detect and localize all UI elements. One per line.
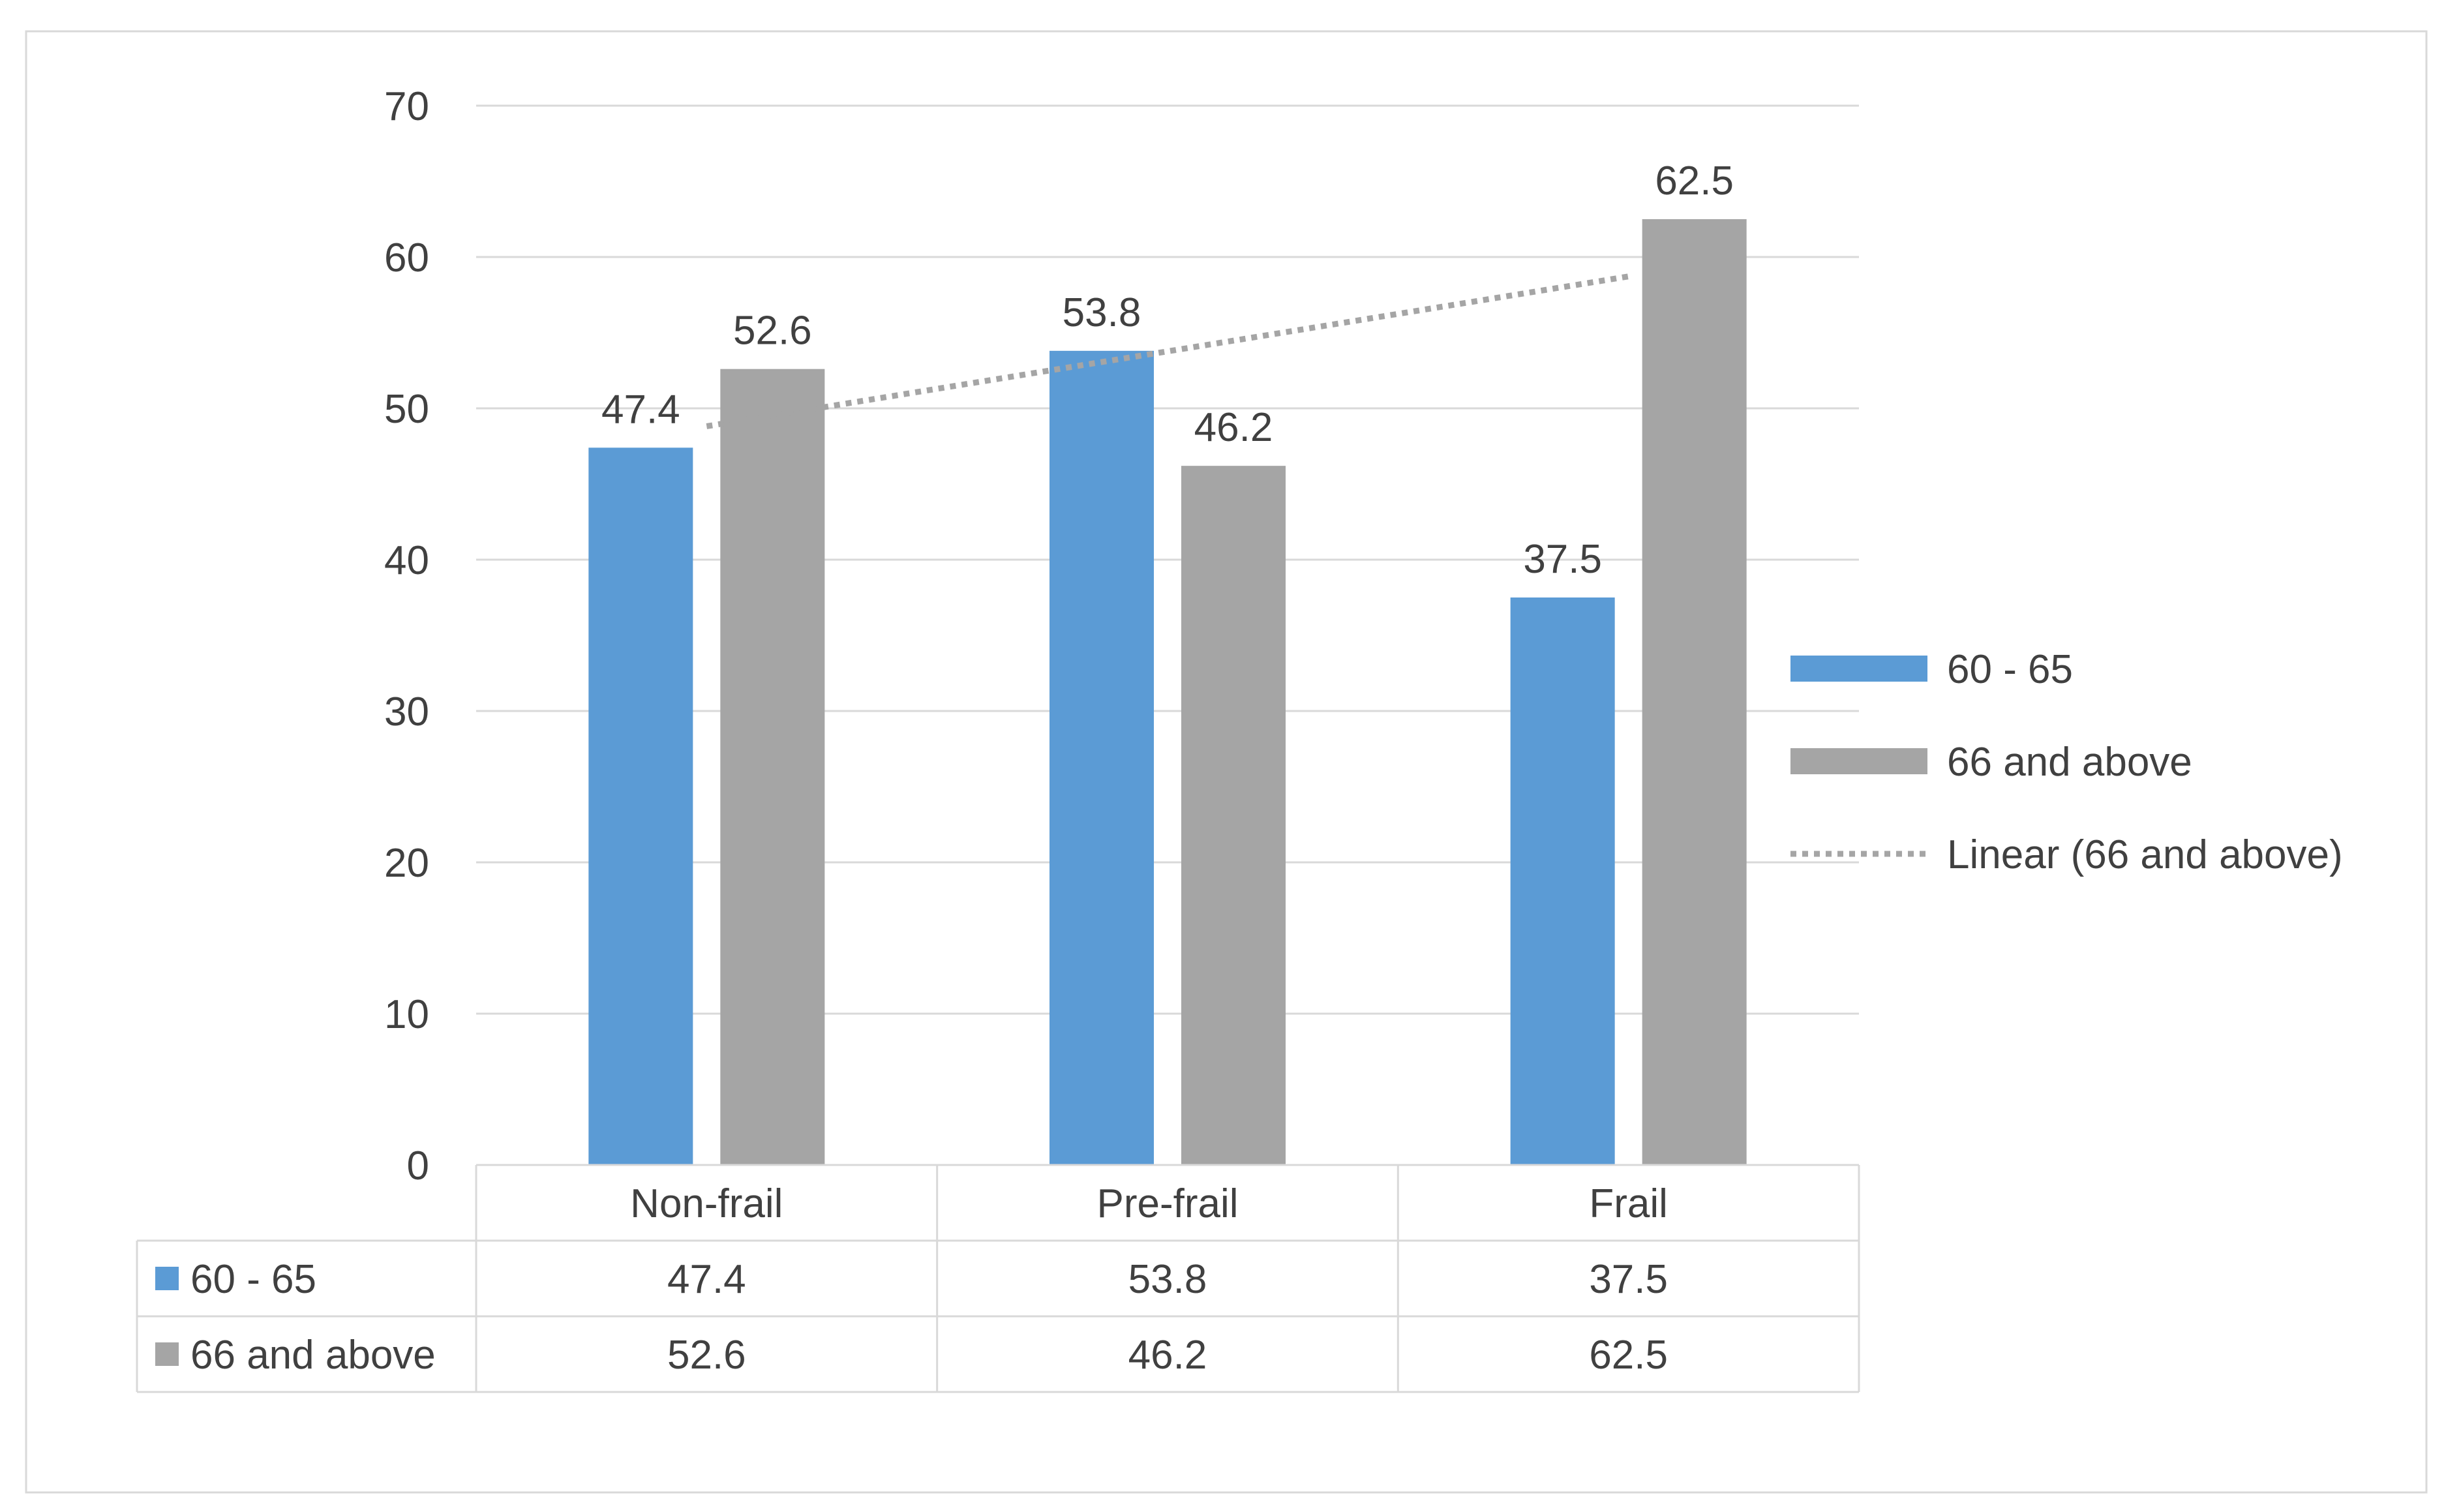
legend-label: 66 and above [1947, 740, 2192, 785]
bar [1181, 466, 1286, 1166]
trendline [706, 273, 1629, 429]
bar [720, 369, 825, 1166]
bars [588, 219, 1747, 1166]
bar [1510, 597, 1615, 1165]
x-tick-label: Non-frail [630, 1181, 783, 1226]
y-tick-label: 50 [384, 387, 429, 432]
table-legend-key [155, 1342, 179, 1366]
table-cell: 52.6 [667, 1333, 746, 1378]
y-tick-label: 70 [384, 84, 429, 129]
data-label: 62.5 [1655, 159, 1734, 204]
y-tick-label: 20 [384, 841, 429, 886]
table-cell: 46.2 [1128, 1333, 1207, 1378]
data-label: 52.6 [733, 309, 812, 354]
y-tick-label: 0 [407, 1143, 429, 1188]
table-cell: 37.5 [1589, 1257, 1668, 1302]
y-tick-label: 10 [384, 992, 429, 1037]
data-table: Non-frail Pre-frail Frail 60 - 65 47.4 53.8 37… [136, 1164, 1860, 1393]
table-row-label: 60 - 65 [190, 1257, 316, 1302]
table-row-label: 66 and above [190, 1333, 436, 1378]
table-cell: 62.5 [1589, 1333, 1668, 1378]
table-cell: 47.4 [667, 1257, 746, 1302]
data-label: 37.5 [1523, 537, 1602, 582]
table-legend-key [155, 1267, 179, 1290]
x-tick-label: Frail [1589, 1181, 1668, 1226]
y-axis-ticks: 0 10 20 30 40 50 60 70 [384, 84, 429, 1188]
legend-label: Linear (66 and above) [1947, 832, 2343, 877]
legend-swatch [1790, 656, 1927, 682]
y-tick-label: 30 [384, 689, 429, 734]
trendline-66-and-above [706, 273, 1629, 429]
gridlines [476, 104, 1859, 1015]
bar [1049, 350, 1154, 1165]
bar [1642, 219, 1747, 1165]
data-labels: 47.4 53.8 37.5 52.6 46.2 62.5 [601, 159, 1734, 582]
data-label: 47.4 [601, 387, 680, 432]
legend: 60 - 65 66 and above Linear (66 and above) [1790, 647, 2343, 877]
legend-swatch [1790, 748, 1927, 774]
x-tick-label: Pre-frail [1096, 1181, 1238, 1226]
y-tick-label: 60 [384, 235, 429, 280]
bar [588, 447, 693, 1165]
y-tick-label: 40 [384, 538, 429, 583]
data-label: 46.2 [1194, 405, 1273, 450]
table-cell: 53.8 [1128, 1257, 1207, 1302]
legend-label: 60 - 65 [1947, 647, 2073, 692]
data-label: 53.8 [1063, 290, 1141, 335]
